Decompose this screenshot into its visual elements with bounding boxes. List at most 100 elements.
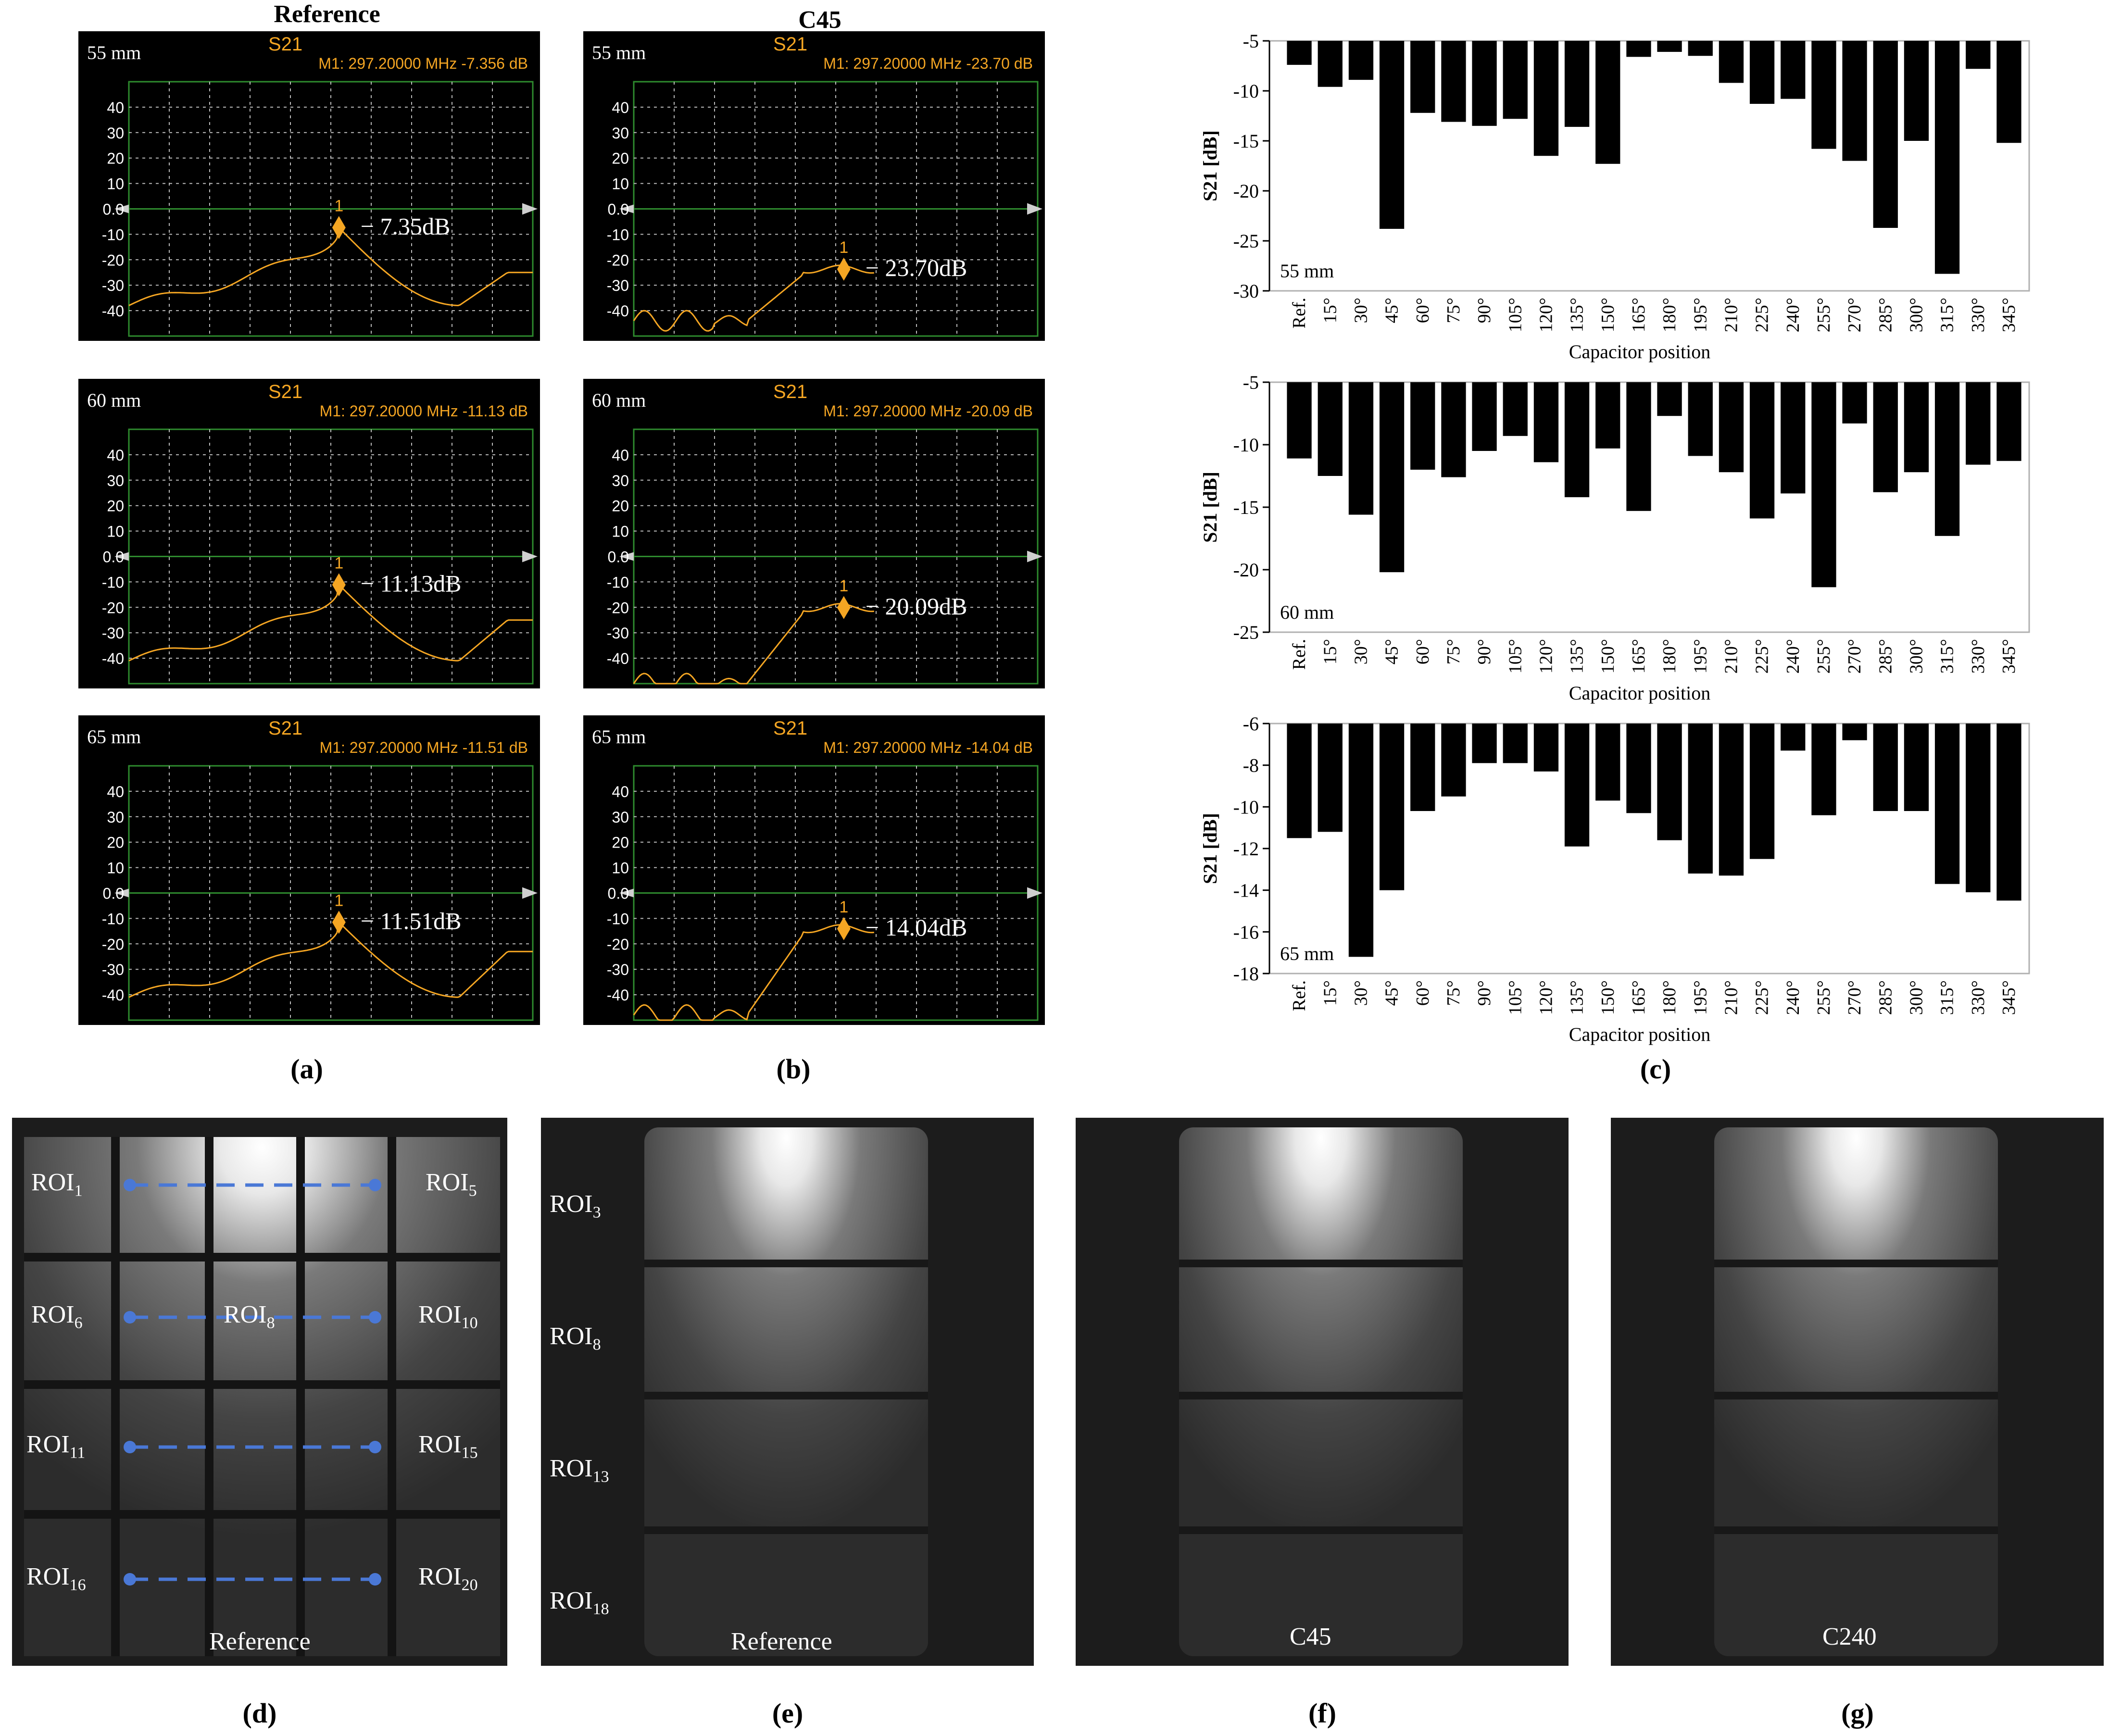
roi-label: ROI3 [550,1190,601,1222]
bar-chart-x-tick-label: 195° [1690,298,1710,332]
mri-slab-gap [1714,1392,1998,1399]
bar-chart-x-tick-label: 345° [1999,298,2019,332]
roi-profile-endpoint [124,1179,136,1191]
vna-y-tick-label: -40 [102,302,124,320]
mri-image-reference-grid: ROI1 ROI5 ROI6 ROI8 ROI10 ROI11 ROI15 ROI16 ROI2… [12,1118,507,1666]
vna-screen-c45-65mm: 40 30 20 10 0.0 -10 -20 -30 -40 65 mm S21 M1: 297.2… [583,715,1045,1025]
bar-chart-x-tick-label: 15° [1320,298,1340,323]
bar-chart-x-tick-label: 60° [1413,639,1433,664]
mri-grid-gap [24,1510,500,1519]
roi-profile-endpoint [369,1179,381,1191]
bar-chart-bar [1719,382,1744,473]
bar-chart-bar [1811,382,1836,587]
roi-label: ROI15 [418,1431,478,1462]
vna-ref-left-arrow [114,204,129,213]
bar-chart-bar [1287,382,1312,459]
roi-label: ROI5 [426,1169,477,1200]
vna-trace [128,583,533,662]
vna-marker-annotation: − 14.04dB [866,914,967,941]
bar-chart-distance-label: 55 mm [1280,260,1334,282]
vna-marker-readout: M1: 297.20000 MHz -11.51 dB [320,739,528,756]
mri-grid-gap [296,1137,305,1656]
bar-chart-bar [1904,724,1929,811]
vna-ref-left-arrow [619,204,634,213]
roi-label: ROI18 [550,1587,609,1618]
vna-y-tick-label: 0.0 [608,201,629,218]
vna-y-tick-label: -40 [102,987,124,1004]
vna-distance-label: 65 mm [592,726,646,748]
vna-trace [633,264,874,332]
bar-chart-bar [1318,41,1343,87]
vna-y-tick-label: -20 [102,936,124,953]
mri-slab-gap [1179,1526,1463,1534]
bar-chart-x-tick-label: 210° [1721,639,1741,674]
vna-y-tick-label: 20 [107,498,124,515]
vna-y-tick-label: 20 [107,834,124,851]
bar-chart-bar [1904,41,1929,141]
bar-chart-x-tick-label: 105° [1505,639,1525,674]
vna-marker-annotation: − 11.13dB [361,570,462,597]
mri-caption: C240 [1822,1623,1877,1650]
bar-chart-x-tick-label: 180° [1659,980,1680,1015]
vna-y-tick-label: -20 [102,251,124,269]
bar-chart-bar [1657,41,1682,52]
bar-chart-x-tick-label: 150° [1598,639,1618,674]
bar-chart-bar [1441,41,1466,122]
bar-chart-x-tick-label: 330° [1968,298,1988,332]
bar-chart-y-tick-label: -10 [1233,434,1259,456]
bar-chart-x-tick-label: 300° [1906,298,1926,332]
vna-trace-name: S21 [268,718,302,739]
vna-y-tick-label: 10 [107,860,124,877]
roi-label: ROI1 [31,1169,83,1200]
bar-chart-bar [1379,382,1405,573]
vna-y-tick-label: 40 [612,783,629,800]
bar-chart-x-tick-label: 180° [1659,639,1680,674]
vna-marker-diamond [837,596,851,619]
bar-chart-x-tick-label: 75° [1444,980,1464,1006]
bar-chart-bar [1873,41,1898,228]
vna-marker-diamond [837,917,851,940]
vna-y-tick-label: 40 [107,783,124,800]
bar-chart-bar [1595,41,1620,164]
vna-y-tick-label: -30 [102,624,124,642]
bar-chart-y-tick-label: -5 [1243,31,1259,52]
bar-chart-x-tick-label: 30° [1351,639,1371,664]
bar-chart-y-tick-label: -30 [1233,280,1259,302]
bar-chart-x-tick-label: 135° [1567,980,1587,1015]
bar-chart-x-tick-label: 90° [1474,980,1494,1006]
bar-chart-y-tick-label: -15 [1233,130,1259,152]
bar-chart-x-tick-label: Ref. [1289,298,1309,328]
column-title-c45: C45 [798,6,841,34]
vna-marker-diamond [837,257,851,281]
bar-chart-bar [1626,382,1651,511]
bar-chart-y-tick-label: -10 [1233,80,1259,102]
bar-chart-x-tick-label: 240° [1783,639,1803,674]
bar-chart-y-tick-label: -5 [1243,373,1259,393]
vna-screen-reference-55mm: 40 30 20 10 0.0 -10 -20 -30 -40 55 mm S21 M1: 297.2… [78,31,540,341]
vna-ref-right-arrow [1027,203,1042,215]
vna-trace [128,921,533,998]
vna-ref-left-arrow [114,888,129,898]
vna-marker-number: 1 [839,898,848,916]
bar-chart-x-tick-label: 225° [1752,298,1772,332]
bar-chart-y-label: S21 [dB] [1199,813,1221,884]
bar-chart-bar [1688,382,1713,456]
bar-chart-x-tick-label: 285° [1875,298,1896,332]
roi-profile-endpoint [124,1573,136,1586]
bar-chart-bar [1842,724,1867,740]
bar-chart-x-tick-label: 45° [1382,639,1402,664]
bar-chart-bar [1688,724,1713,874]
vna-marker-readout: M1: 297.20000 MHz -23.70 dB [823,55,1033,72]
vna-y-tick-label: 10 [612,860,629,877]
vna-y-tick-label: -30 [607,961,629,978]
vna-trace-name: S21 [773,381,807,402]
vna-y-tick-label: 20 [107,150,124,167]
vna-y-tick-label: -10 [102,574,124,591]
bar-chart-x-tick-label: 30° [1351,980,1371,1006]
bar-chart-x-tick-label: 345° [1999,639,2019,674]
column-title-reference: Reference [274,0,380,28]
bar-chart-x-label: Capacitor position [1569,682,1710,704]
roi-label: ROI11 [26,1431,86,1462]
vna-y-tick-label: -10 [607,910,629,927]
bar-chart-x-tick-label: 240° [1783,980,1803,1015]
